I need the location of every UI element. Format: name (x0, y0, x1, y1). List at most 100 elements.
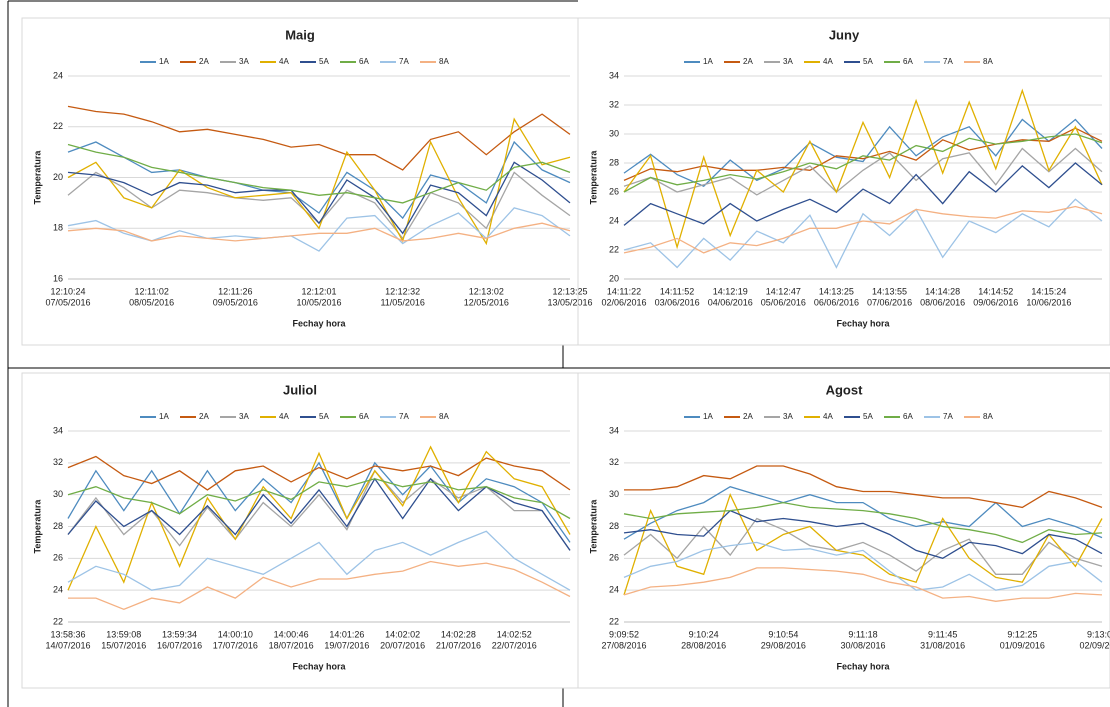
y-tick-label: 26 (53, 553, 63, 563)
y-axis-title: Temperatura (32, 150, 42, 205)
x-tick-label: 31/08/2016 (920, 640, 965, 650)
x-tick-label: 18/07/2016 (269, 640, 314, 650)
legend-label: 6A (903, 57, 913, 66)
legend-label: 3A (783, 57, 793, 66)
legend-label: 1A (159, 412, 169, 421)
chart-border (577, 372, 1110, 689)
x-tick-label: 9:11:45 (928, 629, 957, 639)
data-line (67, 140, 571, 220)
x-axis-title: Fechay hora (836, 318, 890, 328)
x-tick-label: 15/07/2016 (101, 640, 146, 650)
legend-label: 2A (199, 412, 209, 421)
legend-label: 8A (439, 412, 449, 421)
legend-label: 8A (439, 57, 449, 66)
data-line (67, 461, 571, 543)
x-tick-label: 12:13:02 (469, 286, 504, 296)
x-tick-label: 14:00:46 (274, 629, 309, 639)
data-line (68, 560, 571, 611)
x-tick-label: 12/05/2016 (464, 297, 509, 307)
y-tick-label: 16 (53, 273, 63, 283)
x-tick-label: 14:02:28 (441, 629, 476, 639)
legend-label: 2A (743, 57, 753, 66)
y-tick-label: 22 (609, 244, 619, 254)
y-tick-label: 22 (53, 121, 63, 131)
legend-label: 5A (863, 412, 873, 421)
y-tick-label: 32 (609, 457, 619, 467)
data-line (624, 465, 1103, 509)
x-tick-label: 17/07/2016 (213, 640, 258, 650)
data-line (67, 143, 571, 204)
x-tick-label: 08/06/2016 (920, 297, 965, 307)
legend-label: 1A (159, 57, 169, 66)
x-tick-label: 14:15:24 (1031, 286, 1066, 296)
x-tick-label: 14:12:19 (713, 286, 748, 296)
legend-label: 6A (359, 412, 369, 421)
x-tick-label: 12:12:32 (385, 286, 420, 296)
x-tick-label: 14:13:55 (872, 286, 907, 296)
legend-label: 7A (399, 57, 409, 66)
data-line (623, 509, 1103, 560)
chart-border (577, 17, 1110, 346)
y-tick-label: 24 (609, 585, 619, 595)
y-tick-label: 34 (53, 425, 63, 435)
x-tick-label: 9:11:18 (848, 629, 877, 639)
data-line (623, 501, 1103, 544)
legend-label: 7A (943, 57, 953, 66)
y-tick-label: 28 (609, 157, 619, 167)
y-tick-label: 32 (53, 457, 63, 467)
legend-label: 3A (783, 412, 793, 421)
chart-title: Maig (285, 27, 315, 42)
x-tick-label: 14:11:52 (660, 286, 694, 296)
legend-label: 1A (703, 57, 713, 66)
y-axis-title: Temperatura (32, 499, 42, 554)
data-line (67, 161, 571, 235)
y-axis-title: Temperatura (588, 150, 598, 205)
x-tick-label: 14:14:52 (978, 286, 1013, 296)
data-line (623, 567, 1103, 602)
y-tick-label: 22 (53, 616, 63, 626)
data-line (623, 88, 1103, 250)
data-line (623, 517, 1103, 575)
data-line (623, 492, 1103, 596)
x-tick-label: 12:11:02 (134, 286, 168, 296)
x-tick-label: 07/05/2016 (45, 297, 90, 307)
y-tick-label: 26 (609, 186, 619, 196)
legend-label: 6A (903, 412, 913, 421)
x-tick-label: 30/08/2016 (840, 640, 885, 650)
x-tick-label: 14:13:25 (819, 286, 854, 296)
chart-title: Juny (829, 27, 860, 42)
x-tick-label: 07/06/2016 (867, 297, 912, 307)
x-tick-label: 02/09/2016 (1079, 640, 1110, 650)
x-tick-label: 29/08/2016 (761, 640, 806, 650)
data-line (67, 455, 571, 491)
x-tick-label: 14:02:02 (385, 629, 420, 639)
legend-label: 5A (319, 412, 329, 421)
legend-label: 4A (279, 57, 289, 66)
legend-label: 3A (239, 412, 249, 421)
y-tick-label: 24 (53, 70, 63, 80)
y-tick-label: 18 (53, 223, 63, 233)
x-tick-label: 03/06/2016 (655, 297, 700, 307)
data-line (623, 133, 1103, 193)
legend-label: 5A (319, 57, 329, 66)
legend-label: 8A (983, 57, 993, 66)
x-tick-label: 10/05/2016 (296, 297, 341, 307)
x-tick-label: 12:12:01 (301, 286, 336, 296)
x-tick-label: 13:58:36 (50, 629, 85, 639)
y-tick-label: 30 (609, 489, 619, 499)
x-tick-label: 9:10:24 (689, 629, 719, 639)
x-tick-label: 19/07/2016 (324, 640, 369, 650)
legend-label: 8A (983, 412, 993, 421)
y-axis-title: Temperatura (588, 499, 598, 554)
x-tick-label: 11/05/2016 (380, 297, 424, 307)
chart-title: Agost (826, 382, 864, 397)
x-tick-label: 20/07/2016 (380, 640, 425, 650)
data-line (623, 198, 1103, 269)
data-line (623, 541, 1103, 591)
y-tick-label: 30 (53, 489, 63, 499)
x-tick-label: 14/07/2016 (45, 640, 90, 650)
x-tick-label: 05/06/2016 (761, 297, 806, 307)
x-tick-label: 14:01:26 (329, 629, 364, 639)
data-line (623, 127, 1103, 181)
